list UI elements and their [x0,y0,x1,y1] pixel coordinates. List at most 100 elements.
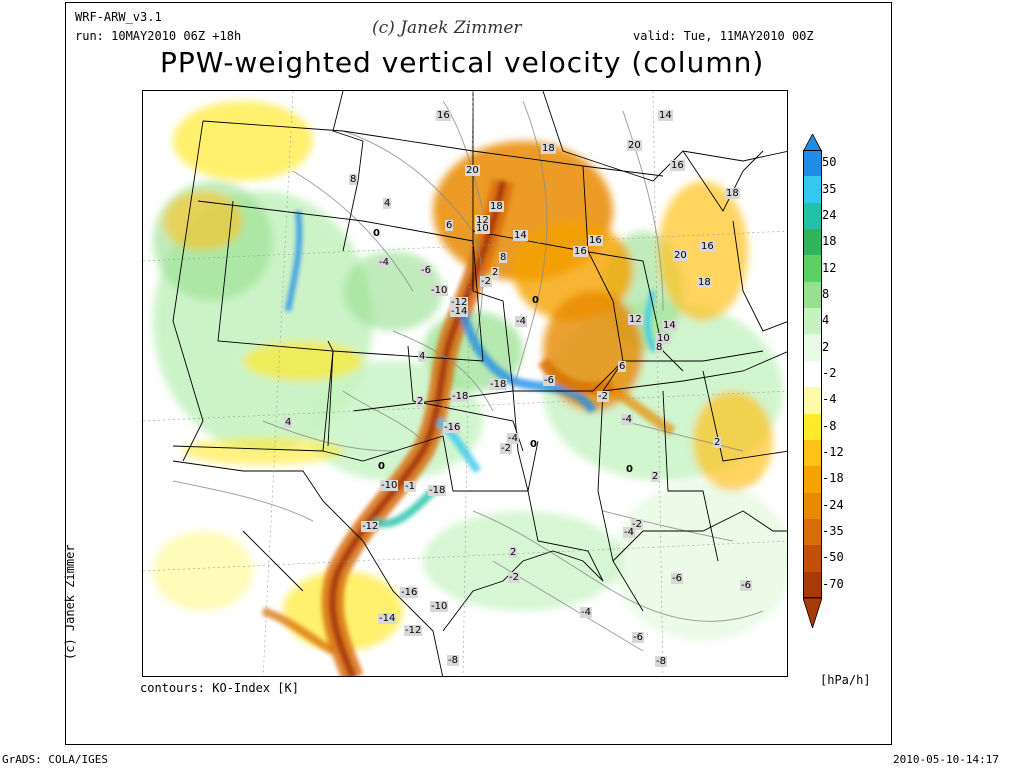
colorbar-swatch [803,150,822,177]
colorbar-tick-label: 8 [822,286,830,301]
contour-value-label: -2 [597,391,609,402]
contour-value-label: -18 [428,485,447,496]
contour-value-label: 2 [651,471,660,482]
colorbar-tick-label: 18 [822,234,837,249]
colorbar-tick-label: -2 [822,366,837,380]
contour-value-label: 16 [573,246,588,257]
contour-value-label: -4 [507,433,519,444]
colorbar-tick-label: 35 [822,181,837,196]
colorbar [803,134,822,628]
contour-value-label: -12 [450,297,469,308]
run-label: run: 10MAY2010 06Z +18h [75,29,242,43]
contour-value-label: 16 [670,160,685,171]
contour-value-label: -2 [508,572,520,583]
contour-value-label: -14 [450,306,469,317]
contour-value-label: 4 [284,417,293,428]
contour-value-label: 6 [445,220,454,231]
colorbar-swatch [803,571,822,599]
contour-value-label: 18 [489,201,504,212]
contour-value-label: 0 [373,228,380,239]
contour-value-label: 14 [513,230,528,241]
units-label: [hPa/h] [820,673,871,687]
contours-legend: contours: KO-Index [K] [140,681,299,695]
footer-timestamp: 2010-05-10-14:17 [893,753,999,766]
contour-value-label: -16 [443,422,462,433]
colorbar-swatch [803,255,822,283]
colorbar-tick-label: -50 [822,550,844,565]
contour-value-label: -14 [378,613,397,624]
contour-value-label: 20 [465,165,480,176]
colorbar-swatch [803,229,822,256]
colorbar-swatch [803,518,822,546]
contour-value-label: 8 [655,342,664,353]
contour-value-label: 12 [475,215,490,226]
valid-time-label: valid: Tue, 11MAY2010 00Z [633,29,814,43]
colorbar-tick-label: 12 [822,260,837,275]
contour-value-label: -12 [404,625,423,636]
contour-value-label: -2 [500,443,512,454]
contour-value-label: 2 [713,437,722,448]
colorbar-swatch [803,387,822,415]
colorbar-tick-label: -35 [822,524,844,539]
contour-value-label: 8 [349,174,358,185]
contour-value-label: 12 [628,314,643,325]
contour-value-label: -2 [631,519,643,530]
contour-value-label: 2 [509,547,518,558]
contour-value-label: -12 [361,521,380,532]
contour-value-label: -4 [623,527,635,538]
contour-value-label: 0 [530,439,537,450]
contour-value-label: -6 [420,265,432,276]
contour-value-label: 0 [532,295,539,306]
contour-value-label: 2 [416,396,425,407]
contour-value-label: 20 [627,140,642,151]
side-copyright-label: (c) Janek Zimmer [63,544,77,660]
ko-index-contours [172,100,764,652]
colorbar-tick-label: 4 [822,313,830,328]
contour-value-label: 10 [475,223,490,234]
model-label: WRF-ARW_v3.1 [75,10,162,24]
colorbar-swatch [803,176,822,204]
contour-value-label: 18 [725,188,740,199]
contour-value-label: -6 [740,580,752,591]
footer-software: GrADS: COLA/IGES [2,753,108,766]
colorbar-tick-label: 2 [822,339,830,354]
political-borders [172,91,787,676]
contour-value-label: -10 [380,480,399,491]
colorbar-tick-label: -4 [822,392,837,407]
contour-value-label: 18 [541,143,556,154]
colorbar-tick-label: -70 [822,576,844,591]
contour-value-label: -18 [451,391,470,402]
colorbar-tick-label: -18 [822,471,844,486]
contour-value-label: -4 [580,607,592,618]
colorbar-tick-label: -8 [822,418,837,433]
contour-value-label: -6 [671,573,683,584]
contour-value-label: 0 [626,464,633,475]
contour-value-label: 16 [588,235,603,246]
contour-value-label: -16 [400,587,419,598]
colorbar-swatch [803,439,822,467]
contour-value-label: -4 [621,414,633,425]
contour-value-label: 10 [656,333,671,344]
contour-value-label: -4 [378,257,390,268]
colorbar-swatch [803,202,822,230]
colorbar-tick-label: -12 [822,445,844,460]
colorbar-swatch [803,334,822,362]
contour-value-label: 20 [673,250,688,261]
colorbar-swatch [803,466,822,494]
contour-value-label: 18 [697,277,712,288]
contour-value-label: 14 [658,110,673,121]
field-background [153,101,787,651]
colorbar-swatch [803,281,822,309]
contour-value-label: 0 [378,461,385,472]
contour-value-label: 6 [618,361,627,372]
page-title: PPW-weighted vertical velocity (column) [160,46,765,79]
contour-value-label: -1 [404,481,416,492]
weather-map: 16 14 18 20 20 16 8 18 18 4 12 10 6 14 0 16 16 16 20 8 -4 -6 2… [142,90,788,677]
colorbar-swatch [803,308,822,335]
contour-value-label: -4 [515,316,527,327]
contour-value-label: 16 [436,110,451,121]
colorbar-swatch [803,413,822,441]
colorbar-tick-label: -24 [822,497,844,512]
contour-value-label: 4 [383,198,392,209]
contour-value-label: -6 [543,375,555,386]
